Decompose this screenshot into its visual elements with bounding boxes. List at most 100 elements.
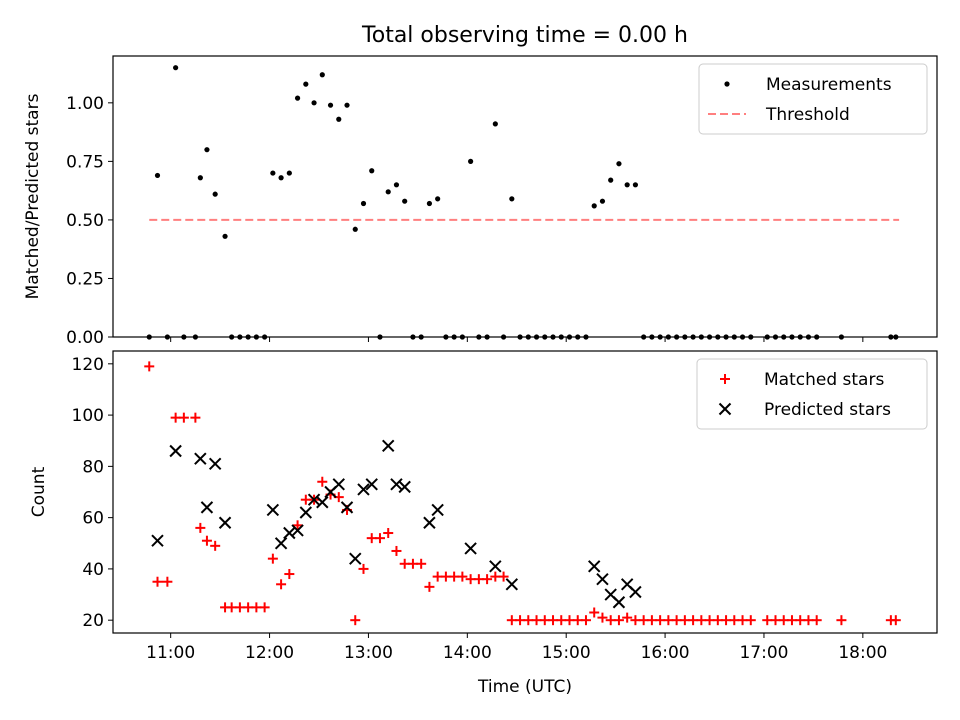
marker-stroke <box>489 560 502 573</box>
data-point <box>424 581 435 592</box>
data-point <box>197 175 203 181</box>
data-point <box>632 182 639 188</box>
data-point <box>464 542 477 555</box>
data-point <box>492 121 498 127</box>
marker-stroke <box>588 560 601 573</box>
legend-box <box>698 63 928 135</box>
data-point <box>291 524 304 537</box>
marker-stroke <box>332 478 345 491</box>
plot-frame <box>112 55 938 338</box>
y-tick-label: 60 <box>82 509 104 529</box>
data-point <box>278 175 284 181</box>
legend-label: Predicted stars <box>764 400 891 420</box>
marker-stroke <box>274 537 288 550</box>
data-point <box>286 170 292 176</box>
data-point <box>194 452 207 465</box>
data-point <box>144 361 155 372</box>
data-point <box>457 571 468 582</box>
marker-stroke <box>283 526 296 540</box>
data-point <box>274 537 288 550</box>
data-point <box>299 506 313 519</box>
data-point <box>624 182 630 188</box>
series-matched-stars <box>144 361 901 626</box>
data-point <box>152 576 163 587</box>
legend-swatch <box>718 402 732 416</box>
data-point <box>468 158 474 164</box>
x-axis-label: Time (UTC) <box>477 677 572 697</box>
data-point <box>596 572 609 586</box>
data-point <box>498 571 509 582</box>
x-tick-label: 12:00 <box>245 643 294 663</box>
data-point <box>616 161 622 167</box>
series-predicted-stars <box>151 439 642 609</box>
data-point <box>365 478 378 491</box>
y-tick-label: 40 <box>82 560 104 580</box>
data-point <box>292 520 303 531</box>
data-point <box>259 602 270 613</box>
data-point <box>613 615 624 626</box>
data-point <box>423 516 436 529</box>
marker-stroke <box>357 483 370 496</box>
data-point <box>204 147 210 153</box>
data-point <box>352 226 358 232</box>
data-point <box>597 612 608 623</box>
marker-stroke <box>218 516 232 529</box>
marker-stroke <box>316 496 329 509</box>
marker-stroke <box>505 578 519 591</box>
data-point <box>208 457 222 471</box>
data-point <box>489 560 502 573</box>
marker-stroke <box>208 457 222 471</box>
data-point <box>416 558 427 569</box>
legend-box <box>696 358 928 430</box>
data-point <box>360 200 367 207</box>
marker-stroke <box>266 503 280 517</box>
top-panel: 0.00 0.25 0.50 0.75 1.00 Matched/Predicted st… <box>23 55 938 348</box>
data-point <box>267 553 278 564</box>
data-point <box>580 615 591 626</box>
data-point <box>890 615 901 626</box>
marker-stroke <box>349 552 362 565</box>
y-tick-label: 20 <box>82 611 104 631</box>
marker-stroke <box>291 524 304 537</box>
data-point <box>154 172 161 179</box>
data-point <box>319 72 325 78</box>
y-tick-label: 0.50 <box>66 211 104 231</box>
legend-label: Matched stars <box>764 370 884 390</box>
legend: Matched stars Predicted stars <box>696 358 928 430</box>
data-point <box>201 535 212 546</box>
data-point <box>599 198 606 204</box>
x-tick-label: 11:00 <box>146 643 195 663</box>
data-point <box>218 516 232 529</box>
data-point <box>200 501 214 514</box>
marker-stroke <box>200 501 214 514</box>
data-point <box>327 102 334 108</box>
legend-label: Threshold <box>765 105 850 125</box>
data-point <box>294 95 301 101</box>
x-tick-label: 14:00 <box>443 643 492 663</box>
data-point <box>383 528 394 539</box>
data-point <box>178 412 189 423</box>
data-point <box>195 522 206 533</box>
legend-label: Measurements <box>766 75 892 95</box>
data-point <box>316 496 329 509</box>
marker-stroke <box>423 516 436 529</box>
data-point <box>369 168 375 174</box>
marker-stroke <box>390 478 403 491</box>
data-point <box>222 233 228 239</box>
data-point <box>402 198 408 204</box>
data-point <box>332 478 345 491</box>
data-point <box>190 412 201 423</box>
data-point <box>374 533 385 544</box>
data-point <box>317 476 328 487</box>
data-point <box>350 615 361 626</box>
data-point <box>426 200 433 207</box>
data-point <box>212 191 218 197</box>
data-point <box>266 503 280 517</box>
data-point <box>509 196 515 202</box>
data-point <box>608 177 614 183</box>
plot-frame <box>112 350 938 634</box>
data-point <box>622 612 633 623</box>
data-point <box>357 483 370 496</box>
data-point <box>336 116 342 122</box>
y-tick-label: 120 <box>72 355 104 375</box>
